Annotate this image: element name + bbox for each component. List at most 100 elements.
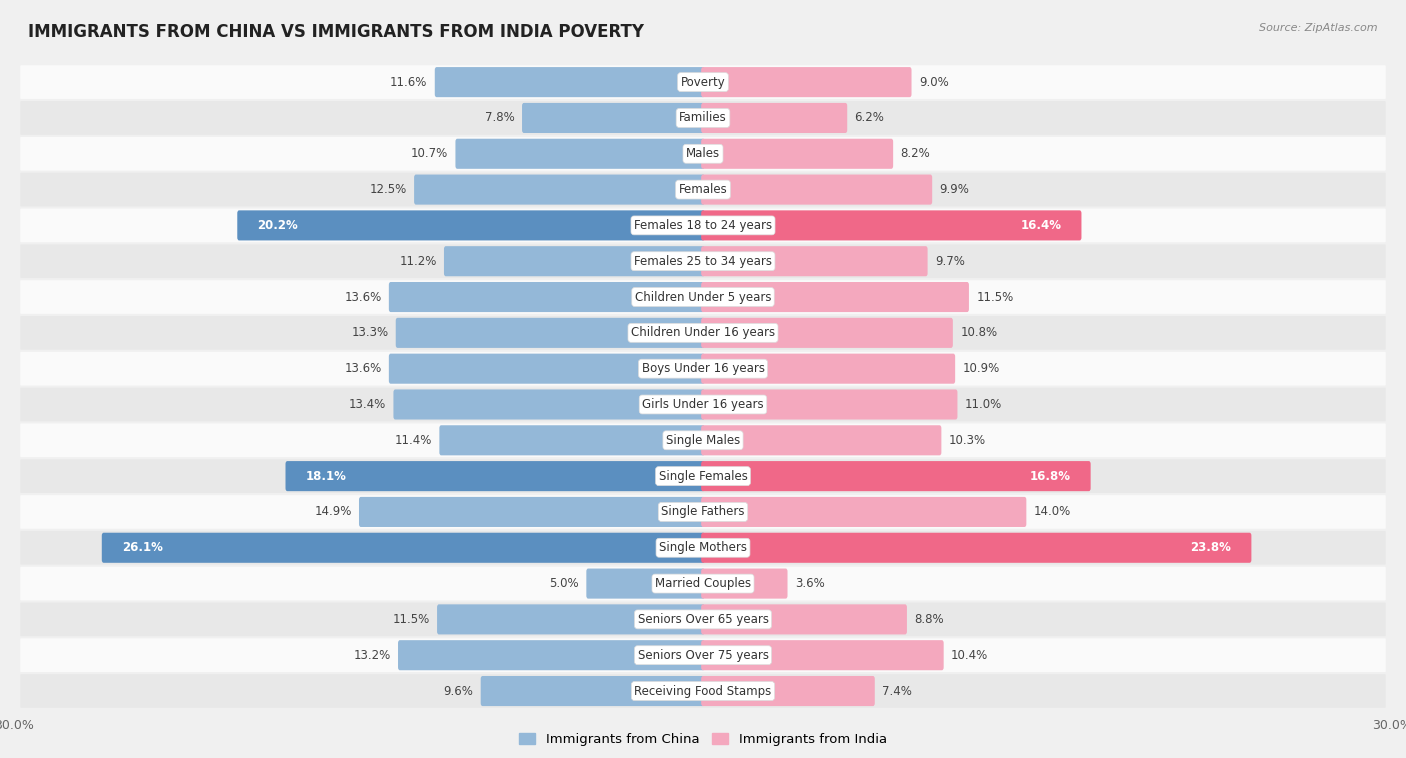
Text: 11.5%: 11.5% (976, 290, 1014, 303)
FancyBboxPatch shape (395, 318, 704, 348)
Text: 10.3%: 10.3% (949, 434, 986, 446)
Text: Females 18 to 24 years: Females 18 to 24 years (634, 219, 772, 232)
FancyBboxPatch shape (20, 137, 1386, 171)
Text: Single Fathers: Single Fathers (661, 506, 745, 518)
Text: Single Males: Single Males (666, 434, 740, 446)
FancyBboxPatch shape (389, 282, 704, 312)
Text: 3.6%: 3.6% (794, 577, 824, 590)
FancyBboxPatch shape (20, 280, 1386, 314)
FancyBboxPatch shape (434, 67, 704, 97)
FancyBboxPatch shape (437, 604, 704, 634)
FancyBboxPatch shape (20, 674, 1386, 708)
Text: 13.6%: 13.6% (344, 362, 381, 375)
Text: Boys Under 16 years: Boys Under 16 years (641, 362, 765, 375)
FancyBboxPatch shape (481, 676, 704, 706)
FancyBboxPatch shape (702, 568, 787, 599)
FancyBboxPatch shape (702, 67, 911, 97)
FancyBboxPatch shape (20, 387, 1386, 421)
FancyBboxPatch shape (702, 676, 875, 706)
Text: 16.4%: 16.4% (1021, 219, 1062, 232)
FancyBboxPatch shape (702, 318, 953, 348)
FancyBboxPatch shape (702, 354, 955, 384)
Text: 8.2%: 8.2% (900, 147, 931, 160)
FancyBboxPatch shape (359, 497, 704, 527)
Text: 10.8%: 10.8% (960, 327, 997, 340)
FancyBboxPatch shape (285, 461, 704, 491)
Text: 10.4%: 10.4% (950, 649, 988, 662)
Text: 14.9%: 14.9% (315, 506, 352, 518)
FancyBboxPatch shape (702, 497, 1026, 527)
FancyBboxPatch shape (20, 459, 1386, 493)
Text: Receiving Food Stamps: Receiving Food Stamps (634, 684, 772, 697)
Text: 23.8%: 23.8% (1191, 541, 1232, 554)
FancyBboxPatch shape (702, 139, 893, 169)
FancyBboxPatch shape (702, 425, 942, 456)
FancyBboxPatch shape (702, 533, 1251, 562)
Text: Children Under 16 years: Children Under 16 years (631, 327, 775, 340)
Text: 9.9%: 9.9% (939, 183, 969, 196)
Text: 9.0%: 9.0% (920, 76, 949, 89)
Text: 5.0%: 5.0% (550, 577, 579, 590)
Text: 12.5%: 12.5% (370, 183, 406, 196)
Text: Seniors Over 75 years: Seniors Over 75 years (637, 649, 769, 662)
Text: 8.8%: 8.8% (914, 613, 943, 626)
Text: 9.6%: 9.6% (443, 684, 474, 697)
FancyBboxPatch shape (20, 208, 1386, 243)
Text: 7.8%: 7.8% (485, 111, 515, 124)
Text: 10.7%: 10.7% (411, 147, 449, 160)
FancyBboxPatch shape (444, 246, 704, 276)
FancyBboxPatch shape (522, 103, 704, 133)
FancyBboxPatch shape (702, 604, 907, 634)
Text: 11.6%: 11.6% (389, 76, 427, 89)
FancyBboxPatch shape (702, 246, 928, 276)
FancyBboxPatch shape (702, 174, 932, 205)
FancyBboxPatch shape (702, 103, 848, 133)
Text: 7.4%: 7.4% (882, 684, 912, 697)
FancyBboxPatch shape (456, 139, 704, 169)
FancyBboxPatch shape (238, 211, 704, 240)
Text: Seniors Over 65 years: Seniors Over 65 years (637, 613, 769, 626)
FancyBboxPatch shape (20, 244, 1386, 278)
Text: Source: ZipAtlas.com: Source: ZipAtlas.com (1260, 23, 1378, 33)
Text: 11.4%: 11.4% (395, 434, 432, 446)
Text: 11.2%: 11.2% (399, 255, 437, 268)
Text: Females 25 to 34 years: Females 25 to 34 years (634, 255, 772, 268)
Text: 10.9%: 10.9% (963, 362, 1000, 375)
FancyBboxPatch shape (702, 282, 969, 312)
FancyBboxPatch shape (398, 641, 704, 670)
FancyBboxPatch shape (20, 603, 1386, 636)
Text: 11.0%: 11.0% (965, 398, 1002, 411)
FancyBboxPatch shape (702, 461, 1091, 491)
FancyBboxPatch shape (702, 641, 943, 670)
FancyBboxPatch shape (20, 495, 1386, 529)
Text: 9.7%: 9.7% (935, 255, 965, 268)
Text: Girls Under 16 years: Girls Under 16 years (643, 398, 763, 411)
FancyBboxPatch shape (586, 568, 704, 599)
Text: 20.2%: 20.2% (257, 219, 298, 232)
Text: 13.3%: 13.3% (352, 327, 388, 340)
FancyBboxPatch shape (20, 638, 1386, 672)
Text: Families: Families (679, 111, 727, 124)
FancyBboxPatch shape (389, 354, 704, 384)
FancyBboxPatch shape (702, 390, 957, 419)
FancyBboxPatch shape (702, 211, 1081, 240)
Text: Married Couples: Married Couples (655, 577, 751, 590)
FancyBboxPatch shape (20, 567, 1386, 600)
Legend: Immigrants from China, Immigrants from India: Immigrants from China, Immigrants from I… (513, 728, 893, 751)
FancyBboxPatch shape (394, 390, 704, 419)
Text: IMMIGRANTS FROM CHINA VS IMMIGRANTS FROM INDIA POVERTY: IMMIGRANTS FROM CHINA VS IMMIGRANTS FROM… (28, 23, 644, 41)
Text: 11.5%: 11.5% (392, 613, 430, 626)
Text: 18.1%: 18.1% (305, 470, 347, 483)
Text: Males: Males (686, 147, 720, 160)
Text: Children Under 5 years: Children Under 5 years (634, 290, 772, 303)
FancyBboxPatch shape (20, 531, 1386, 565)
Text: Single Females: Single Females (658, 470, 748, 483)
Text: 6.2%: 6.2% (855, 111, 884, 124)
Text: 13.2%: 13.2% (353, 649, 391, 662)
FancyBboxPatch shape (439, 425, 704, 456)
Text: 16.8%: 16.8% (1029, 470, 1070, 483)
Text: 13.4%: 13.4% (349, 398, 387, 411)
Text: 14.0%: 14.0% (1033, 506, 1071, 518)
Text: Females: Females (679, 183, 727, 196)
FancyBboxPatch shape (20, 173, 1386, 206)
